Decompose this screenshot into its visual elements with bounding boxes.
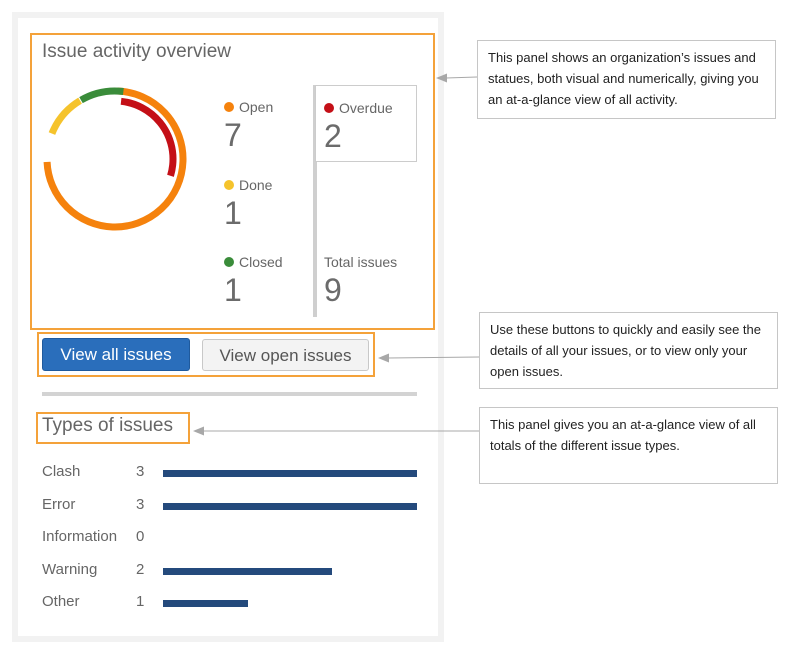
donut-overdue-segment [53, 97, 177, 221]
issue-type-bar [163, 600, 248, 607]
issue-type-name: Information [42, 528, 118, 545]
stat-closed-value: 1 [224, 272, 242, 308]
callout-overview: This panel shows an organization’s issue… [477, 40, 776, 119]
stat-total: Total issues 9 [324, 254, 397, 307]
stats-divider [313, 85, 317, 317]
stat-open-label: Open [239, 99, 274, 115]
issue-type-count: 1 [136, 593, 145, 610]
types-title-highlight-box [36, 412, 190, 444]
issue-type-bar [163, 502, 417, 510]
issue-type-name: Other [42, 593, 80, 610]
issue-type-bar [163, 470, 417, 477]
callout-overview-arrowhead [436, 73, 447, 83]
stat-total-value: 9 [324, 272, 342, 308]
donut-closed-segment [43, 87, 187, 231]
section-divider [42, 392, 417, 396]
issue-donut-chart [43, 87, 187, 231]
issue-type-count: 3 [136, 463, 145, 480]
stat-done-label: Done [239, 177, 273, 193]
stat-overdue-value: 2 [324, 118, 342, 154]
overview-highlight-box [30, 33, 435, 330]
stat-done: Done 1 [224, 177, 272, 230]
issue-type-row-clash: Clash 3 [42, 463, 418, 483]
stat-closed: Closed 1 [224, 254, 283, 307]
types-title: Types of issues [42, 415, 173, 436]
closed-dot-icon [224, 257, 234, 267]
issue-type-count: 2 [136, 560, 145, 578]
stat-done-value: 1 [224, 195, 242, 231]
overdue-dot-icon [324, 103, 334, 113]
stat-open: Open 7 [224, 99, 273, 152]
view-all-issues-button[interactable]: View all issues [42, 338, 190, 371]
issue-type-name: Error [42, 495, 76, 513]
issue-type-row-other: Other 1 [42, 593, 418, 613]
stat-open-value: 7 [224, 117, 242, 153]
issue-type-count: 0 [136, 528, 145, 545]
issue-type-name: Warning [42, 560, 98, 578]
issue-type-count: 3 [136, 495, 145, 513]
overview-title: Issue activity overview [42, 41, 232, 62]
overdue-card [315, 85, 417, 162]
stat-total-label: Total issues [324, 254, 398, 270]
issue-type-row-error: Error 3 [42, 496, 418, 516]
stat-overdue: Overdue 2 [324, 100, 393, 153]
issue-type-row-information: Information 0 [42, 528, 418, 548]
issue-type-name: Clash [42, 463, 81, 480]
callout-buttons-arrowhead [378, 353, 389, 363]
view-open-issues-button[interactable]: View open issues [202, 339, 369, 371]
callout-overview-arrow [445, 76, 478, 79]
callout-buttons: Use these buttons to quickly and easily … [479, 312, 778, 389]
callout-types: This panel gives you an at-a-glance view… [479, 407, 778, 484]
stat-closed-label: Closed [239, 254, 283, 270]
donut-done-segment [43, 87, 187, 231]
issue-type-row-warning: Warning 2 [42, 561, 418, 581]
done-dot-icon [224, 180, 234, 190]
buttons-highlight-box [37, 332, 375, 377]
callout-buttons-arrow [387, 356, 480, 359]
open-dot-icon [224, 102, 234, 112]
issue-type-bar [163, 567, 332, 575]
callout-types-arrowhead [193, 426, 204, 436]
stat-overdue-label: Overdue [339, 100, 393, 116]
